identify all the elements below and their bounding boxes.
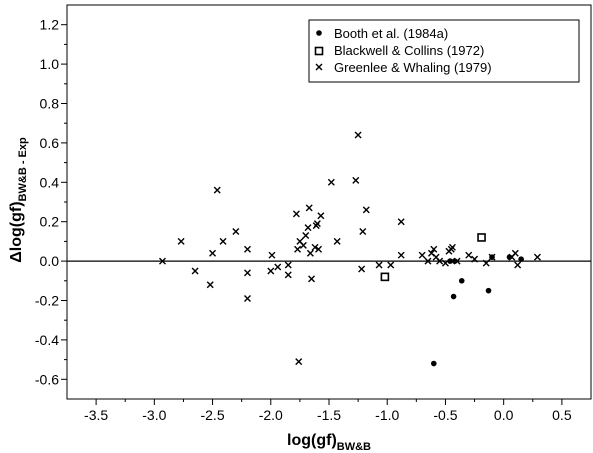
legend-marker-greenlee	[315, 63, 323, 71]
data-point-greenlee	[268, 251, 276, 259]
data-point-booth	[458, 278, 465, 284]
data-point-greenlee	[191, 267, 199, 275]
data-point-greenlee	[284, 261, 292, 269]
data-point-greenlee	[267, 267, 275, 275]
data-point-greenlee	[284, 271, 292, 279]
legend: Booth et al. (1984a) Blackwell & Collins…	[308, 19, 580, 83]
data-point-greenlee	[306, 249, 314, 257]
data-point-greenlee	[232, 228, 240, 236]
data-point-greenlee	[397, 251, 405, 259]
y-tick-label: 0.2	[40, 214, 60, 230]
data-point-booth	[485, 287, 492, 294]
x-tick-label: -0.5	[433, 407, 457, 423]
y-tick-label: 0.8	[40, 96, 60, 112]
x-tick-label: -3.0	[142, 407, 166, 423]
data-point-greenlee	[219, 237, 227, 245]
y-tick-label: -0.6	[35, 371, 59, 387]
data-point-greenlee	[418, 251, 426, 259]
data-point-greenlee	[359, 228, 367, 236]
data-point-greenlee	[304, 224, 312, 232]
y-tick-label: 0.4	[40, 174, 60, 190]
data-point-greenlee	[465, 251, 473, 259]
y-axis-title-main: Δlog(gf)	[8, 201, 25, 262]
data-point-greenlee	[308, 275, 316, 283]
data-point-greenlee	[313, 220, 321, 228]
data-point-greenlee	[352, 176, 360, 184]
y-tick-label: 0.0	[40, 253, 60, 269]
legend-label-greenlee: Greenlee & Whaling (1979)	[334, 60, 492, 75]
y-tick-label: -0.4	[35, 332, 59, 348]
data-marks	[158, 131, 541, 367]
data-point-greenlee	[311, 243, 319, 251]
data-point-greenlee	[302, 231, 310, 239]
data-point-greenlee	[441, 259, 449, 267]
y-tick-label: -0.2	[35, 293, 59, 309]
legend-marker-booth	[316, 30, 322, 36]
data-point-greenlee	[387, 261, 395, 269]
data-point-greenlee	[315, 245, 323, 253]
data-point-greenlee	[158, 257, 166, 265]
data-point-greenlee	[533, 253, 541, 261]
data-point-greenlee	[514, 261, 522, 269]
y-tick-label: 1.0	[40, 56, 60, 72]
data-point-greenlee	[274, 263, 282, 271]
data-point-greenlee	[305, 204, 313, 212]
data-point-booth	[450, 293, 457, 300]
data-point-greenlee	[430, 245, 438, 253]
data-point-greenlee	[511, 249, 519, 257]
data-point-blackwell	[477, 233, 486, 242]
data-point-greenlee	[243, 269, 251, 277]
data-point-booth	[431, 360, 437, 367]
data-point-greenlee	[424, 257, 432, 265]
legend-label-blackwell: Blackwell & Collins (1972)	[334, 43, 484, 58]
data-point-greenlee	[294, 245, 302, 253]
y-tick-label: 0.6	[40, 135, 60, 151]
data-point-greenlee	[292, 210, 300, 218]
x-tick-label: -1.5	[317, 407, 341, 423]
data-point-greenlee	[299, 241, 307, 249]
data-point-greenlee	[358, 265, 366, 273]
y-axis-title-subscript: BW&B - Exp	[17, 137, 29, 201]
data-point-greenlee	[375, 261, 383, 269]
x-tick-label: -3.5	[84, 407, 108, 423]
y-axis-title: Δlog(gf)BW&B - Exp	[8, 137, 29, 263]
x-tick-label: -2.0	[259, 407, 283, 423]
data-point-greenlee	[295, 358, 303, 366]
data-point-greenlee	[243, 295, 251, 303]
legend-box	[308, 19, 580, 83]
data-point-greenlee	[206, 281, 214, 289]
y-tick-label: 1.2	[40, 17, 60, 33]
data-point-greenlee	[213, 186, 221, 194]
data-point-booth	[518, 256, 524, 262]
x-tick-label: -1.0	[375, 407, 399, 423]
x-axis-title-main: log(gf)	[287, 432, 337, 449]
data-point-greenlee	[448, 243, 456, 251]
data-point-greenlee	[453, 257, 461, 265]
data-point-greenlee	[354, 131, 362, 139]
x-axis-title: log(gf)BW&B	[287, 432, 371, 453]
data-point-greenlee	[243, 245, 251, 253]
data-point-greenlee	[471, 255, 479, 263]
x-axis-title-subscript: BW&B	[337, 441, 371, 453]
data-point-greenlee	[317, 212, 325, 220]
data-point-greenlee	[482, 259, 490, 267]
x-tick-label: 0.5	[552, 407, 572, 423]
data-point-greenlee	[488, 253, 496, 261]
data-point-booth	[447, 258, 453, 264]
data-point-greenlee	[209, 249, 217, 257]
legend-label-booth: Booth et al. (1984a)	[334, 26, 448, 41]
data-point-greenlee	[177, 237, 185, 245]
data-point-greenlee	[362, 206, 370, 214]
data-point-blackwell	[380, 272, 390, 282]
data-point-greenlee	[397, 218, 405, 226]
x-tick-label: 0.0	[494, 407, 514, 423]
data-point-greenlee	[333, 237, 341, 245]
data-point-greenlee	[436, 257, 444, 265]
data-point-greenlee	[327, 178, 335, 186]
axis-ticks: -3.5 -3.0 -2.5 -2.0 -1.5 -1.0 -0.5 0.0 0.5 -0.6 -0…	[35, 17, 572, 423]
legend-marker-blackwell	[314, 46, 324, 56]
x-tick-label: -2.5	[200, 407, 224, 423]
